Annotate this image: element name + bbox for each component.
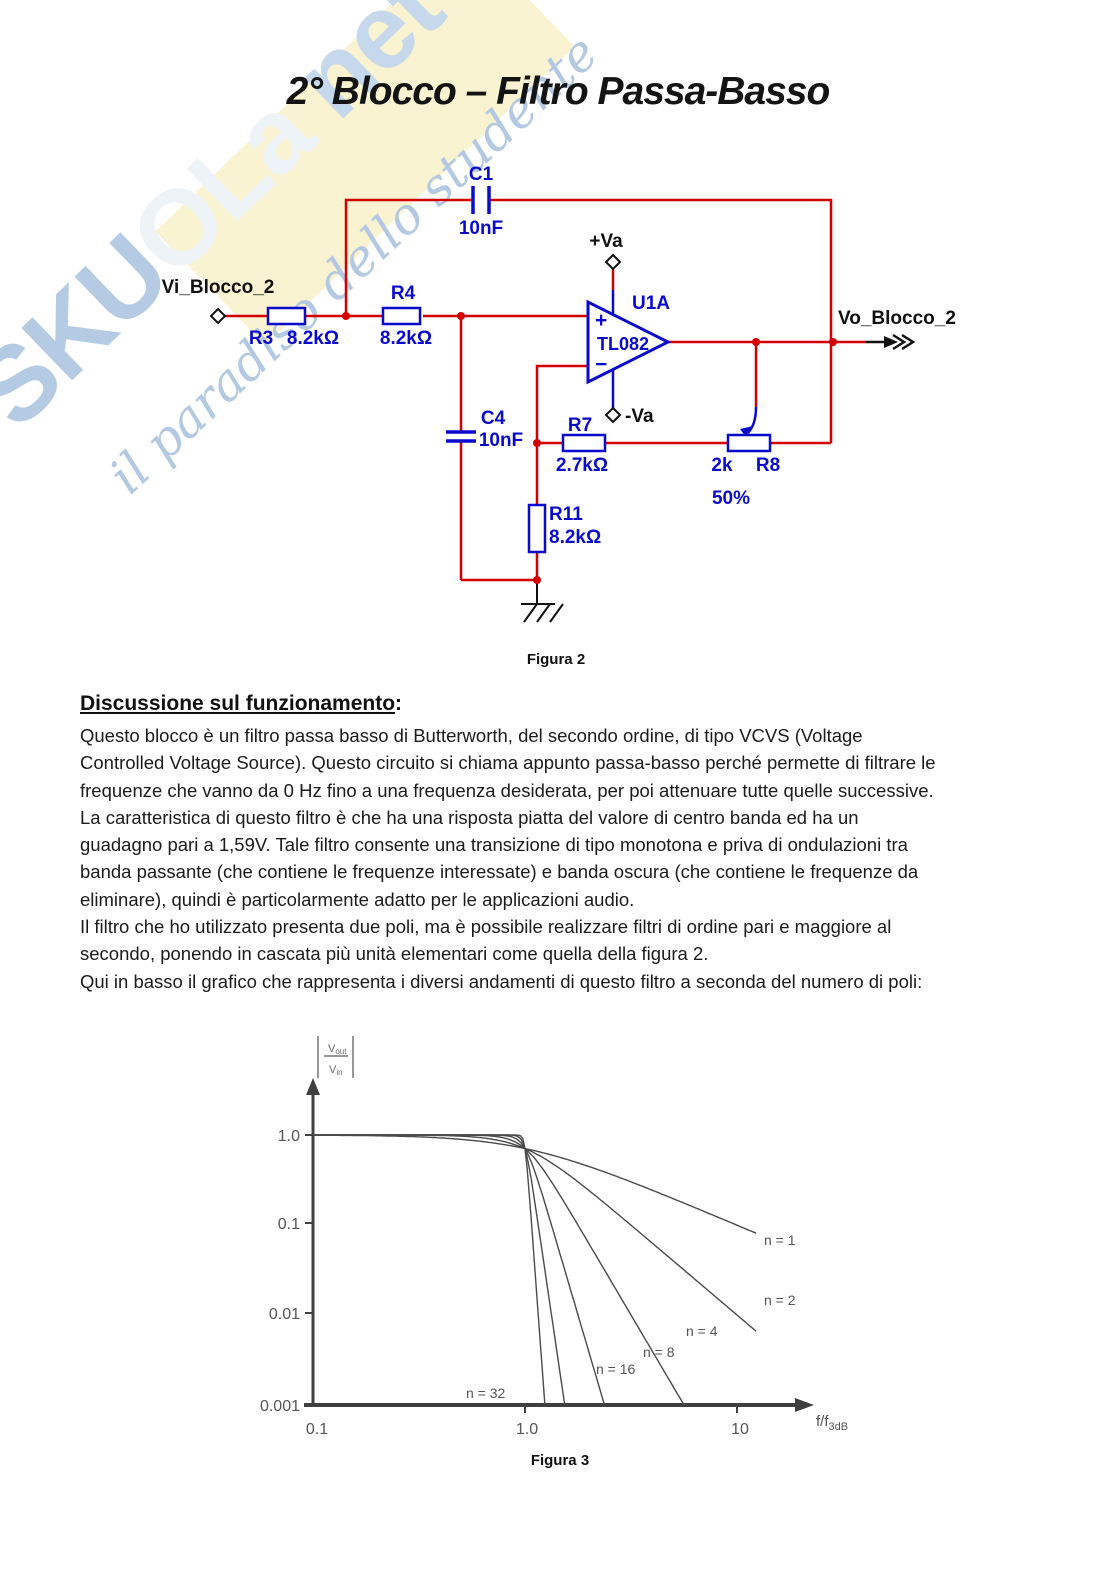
discussion-paragraph: Questo blocco è un filtro passa basso di… <box>80 722 936 995</box>
x-tick-1: 0.1 <box>306 1421 328 1438</box>
curve-label: n = 4 <box>686 1323 718 1339</box>
label-r11-value: 8.2kΩ <box>549 527 601 548</box>
label-c1-value: 10nF <box>459 218 503 239</box>
curve-8poles <box>313 1134 606 1406</box>
butterworth-curves: n = 1 n = 2 n = 4 n = 8 n = 16 n = 32 <box>313 1134 796 1406</box>
curve-label: n = 2 <box>764 1292 796 1308</box>
y-axis-label: Vout Vin <box>317 1036 354 1078</box>
label-r8-setting: 50% <box>712 488 750 509</box>
label-c4-value: 10nF <box>479 430 523 451</box>
potentiometer-wiper-arrowhead <box>740 426 753 437</box>
label-r7-value: 2.7kΩ <box>556 455 608 476</box>
curve-1poles <box>313 1134 757 1234</box>
curve-label: n = 1 <box>764 1232 796 1248</box>
curve-32poles <box>313 1134 546 1406</box>
text-line: La caratteristica di questo filtro è che… <box>80 806 859 828</box>
resistor-r7-body <box>561 433 607 453</box>
svg-text:Vout: Vout <box>328 1043 347 1056</box>
svg-text:Vin: Vin <box>329 1064 343 1077</box>
circuit-schematic: C1 10nF R4 8.2kΩ R3 8.2kΩ C4 10nF R7 2.7… <box>162 164 956 668</box>
capacitor-c4-plates <box>446 430 476 443</box>
label-r8-value: 2k <box>711 455 733 476</box>
y-axis-arrowhead <box>306 1078 320 1095</box>
label-r8: R8 <box>756 455 780 476</box>
label-opamp-designator: U1A <box>632 293 670 314</box>
label-r7: R7 <box>568 415 592 436</box>
text-line: Qui in basso il grafico che rappresenta … <box>80 970 923 992</box>
label-output-port: Vo_Blocco_2 <box>838 308 956 329</box>
text-line: frequenze che vanno da 0 Hz fino a una f… <box>80 779 934 801</box>
curve-16poles <box>313 1134 566 1406</box>
input-port-diamond <box>209 307 227 325</box>
label-supply-pos: +Va <box>589 231 623 252</box>
section-heading-underlined: Discussione sul funzionamento <box>80 692 396 715</box>
opamp-minus-sign: − <box>595 353 607 376</box>
curve-label: n = 8 <box>643 1344 675 1360</box>
x-tick-2: 1.0 <box>516 1421 538 1438</box>
junction-dots <box>342 312 837 584</box>
text-line: guadagno pari a 1,59V. Tale filtro conse… <box>80 834 908 856</box>
curve-label: n = 32 <box>466 1385 506 1401</box>
label-r3-value: 8.2kΩ <box>287 328 339 349</box>
text-line: Controlled Voltage Source). Questo circu… <box>80 752 936 774</box>
label-supply-neg: -Va <box>625 406 654 427</box>
ground-symbol <box>521 580 564 623</box>
figure3-caption: Figura 3 <box>531 1452 589 1469</box>
figure2-caption: Figura 2 <box>527 651 585 668</box>
page-title: 2° Blocco – Filtro Passa-Basso <box>286 70 831 113</box>
y-tick-4: 0.001 <box>260 1398 300 1415</box>
text-line: banda passante (che contiene le frequenz… <box>80 861 919 883</box>
capacitor-c1-plates <box>471 186 491 214</box>
potentiometer-r8-body <box>726 433 772 453</box>
label-opamp-part: TL082 <box>597 334 649 354</box>
x-axis-label: f/f3dB <box>816 1413 848 1433</box>
supply-neg-diamond <box>604 406 622 424</box>
resistor-r11-body <box>527 503 547 554</box>
y-tick-1: 1.0 <box>278 1128 300 1145</box>
label-input-port: Vi_Blocco_2 <box>162 277 275 298</box>
text-line: Il filtro che ho utilizzato presenta due… <box>80 916 892 938</box>
label-c4: C4 <box>481 408 506 429</box>
text-line: secondo, ponendo in cascata più unità el… <box>80 943 709 965</box>
opamp-triangle <box>586 299 672 385</box>
curve-label: n = 16 <box>596 1361 636 1377</box>
butterworth-chart: 1.0 0.1 0.01 0.001 0.1 1.0 10 f/f3dB Vou… <box>260 1036 848 1469</box>
opamp-plus-sign: + <box>595 309 607 332</box>
label-r3: R3 <box>249 328 273 349</box>
output-chevron <box>892 333 916 351</box>
output-arrowhead <box>884 336 898 348</box>
y-tick-2: 0.1 <box>278 1216 300 1233</box>
text-line: Questo blocco è un filtro passa basso di… <box>80 725 863 746</box>
axis-ticks <box>305 1134 738 1413</box>
y-tick-3: 0.01 <box>269 1306 300 1323</box>
label-c1: C1 <box>469 164 494 185</box>
curve-2poles <box>313 1134 757 1332</box>
x-axis-arrowhead <box>795 1398 814 1412</box>
section-heading-colon: : <box>395 692 403 715</box>
resistor-r4-body <box>381 306 422 326</box>
resistor-r3-body <box>266 306 307 326</box>
supply-pos-diamond <box>604 253 622 271</box>
label-r4: R4 <box>391 283 416 304</box>
label-r11: R11 <box>549 504 583 525</box>
section-heading: Discussione sul funzionamento: <box>80 692 402 716</box>
label-r4-value: 8.2kΩ <box>380 328 432 349</box>
x-tick-3: 10 <box>731 1421 749 1438</box>
text-line: eliminare), quindi è particolarmente ada… <box>80 888 635 910</box>
